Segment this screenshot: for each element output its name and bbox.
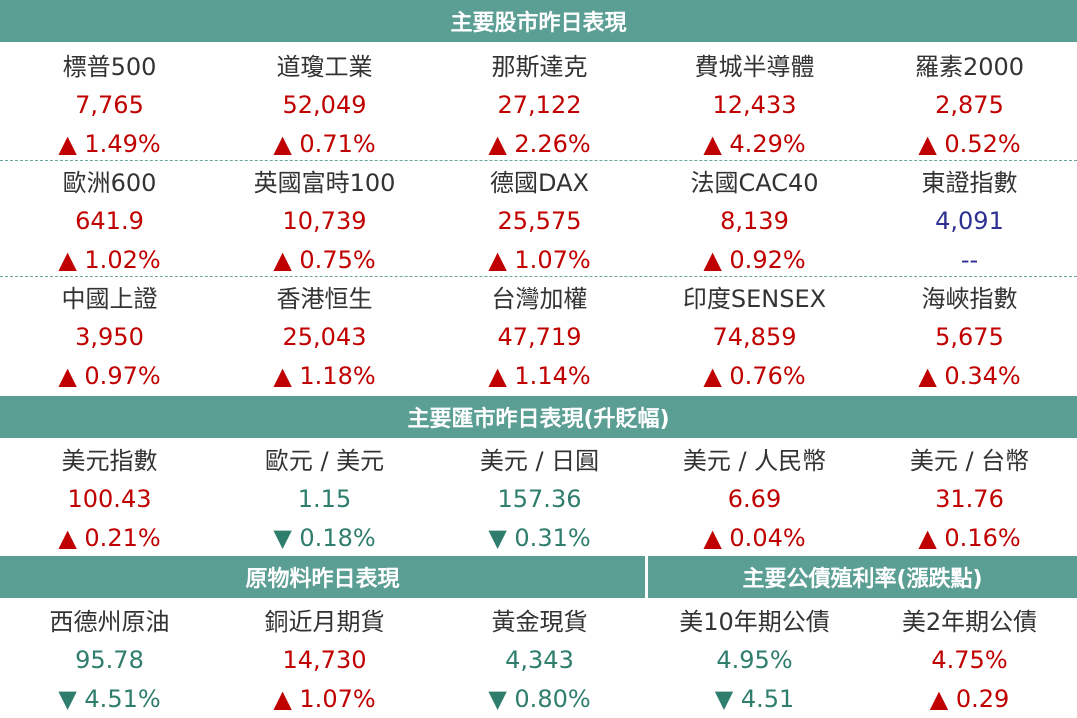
item-change: ▲ 1.14% [488, 362, 591, 390]
item-value: 4,343 [505, 646, 574, 674]
item-value: 25,043 [282, 323, 367, 351]
item-change: ▲ 0.52% [918, 130, 1021, 158]
item-change: ▲ 1.02% [58, 246, 161, 274]
item-name: 歐洲600 [62, 169, 157, 197]
item-value: 2,875 [935, 91, 1004, 119]
item-name: 印度SENSEX [682, 285, 827, 313]
item-name: 美10年期公債 [679, 608, 830, 636]
item-change: ▼ 4.51 [714, 685, 795, 713]
item-change: ▲ 0.76% [703, 362, 806, 390]
item-value: 52,049 [282, 91, 367, 119]
item-value: 6.69 [727, 485, 782, 513]
item-value: 14,730 [282, 646, 367, 674]
item-change: ▼ 4.51% [58, 685, 161, 713]
item-value: 27,122 [497, 91, 582, 119]
item-name: 費城半導體 [694, 53, 815, 81]
item-value: 8,139 [720, 207, 789, 235]
item-change: ▲ 2.26% [488, 130, 591, 158]
item-name: 中國上證 [61, 285, 158, 313]
item-change: ▲ 0.16% [918, 524, 1021, 552]
item-change: ▲ 0.71% [273, 130, 376, 158]
item-change: ▼ 0.31% [488, 524, 591, 552]
item-name: 德國DAX [490, 169, 589, 197]
section-header: 原物料昨日表現 [0, 556, 645, 598]
item-change: ▲ 0.92% [703, 246, 806, 274]
item-change: ▲ 4.29% [703, 130, 806, 158]
item-change: ▲ 1.07% [273, 685, 376, 713]
item-change: ▼ 0.80% [488, 685, 591, 713]
item-name: 那斯達克 [491, 53, 588, 81]
item-value: 157.36 [497, 485, 582, 513]
item-name: 美元 / 台幣 [909, 447, 1030, 475]
item-name: 銅近月期貨 [264, 608, 385, 636]
item-name: 美元指數 [61, 447, 158, 475]
section-header: 主要匯市昨日表現(升貶幅) [0, 396, 1077, 438]
item-name: 美元 / 日圓 [479, 447, 600, 475]
item-change: ▲ 0.29 [929, 685, 1010, 713]
item-name: 東證指數 [921, 169, 1018, 197]
item-name: 海峽指數 [921, 285, 1018, 313]
item-change: ▲ 0.75% [273, 246, 376, 274]
item-name: 歐元 / 美元 [264, 447, 385, 475]
section-header: 主要股市昨日表現 [0, 0, 1077, 42]
item-name: 香港恒生 [276, 285, 373, 313]
item-name: 美2年期公債 [901, 608, 1038, 636]
item-value: 10,739 [282, 207, 367, 235]
item-name: 西德州原油 [49, 608, 170, 636]
item-value: 100.43 [67, 485, 152, 513]
item-name: 台灣加權 [491, 285, 588, 313]
item-name: 道瓊工業 [276, 53, 373, 81]
section-header: 主要公債殖利率(漲跌點) [648, 556, 1077, 598]
item-name: 法國CAC40 [690, 169, 819, 197]
item-change: ▼ 0.18% [273, 524, 376, 552]
item-value: 4.95% [716, 646, 793, 674]
item-value: 31.76 [935, 485, 1004, 513]
item-value: 3,950 [75, 323, 144, 351]
item-value: 74,859 [712, 323, 797, 351]
item-change: ▲ 1.07% [488, 246, 591, 274]
item-value: 641.9 [75, 207, 144, 235]
item-change: -- [960, 246, 979, 274]
item-value: 4.75% [931, 646, 1008, 674]
item-name: 標普500 [62, 53, 157, 81]
item-change: ▲ 1.49% [58, 130, 161, 158]
item-change: ▲ 0.04% [703, 524, 806, 552]
item-value: 5,675 [935, 323, 1004, 351]
item-value: 4,091 [935, 207, 1004, 235]
row-divider [0, 276, 1077, 277]
item-value: 12,433 [712, 91, 797, 119]
row-divider [0, 160, 1077, 161]
item-value: 1.15 [297, 485, 352, 513]
item-value: 95.78 [75, 646, 144, 674]
item-name: 美元 / 人民幣 [682, 447, 827, 475]
item-name: 羅素2000 [914, 53, 1025, 81]
item-change: ▲ 0.34% [918, 362, 1021, 390]
item-name: 黃金現貨 [491, 608, 588, 636]
item-value: 25,575 [497, 207, 582, 235]
item-change: ▲ 0.21% [58, 524, 161, 552]
item-value: 47,719 [497, 323, 582, 351]
item-value: 7,765 [75, 91, 144, 119]
item-name: 英國富時100 [253, 169, 396, 197]
item-change: ▲ 0.97% [58, 362, 161, 390]
item-change: ▲ 1.18% [273, 362, 376, 390]
